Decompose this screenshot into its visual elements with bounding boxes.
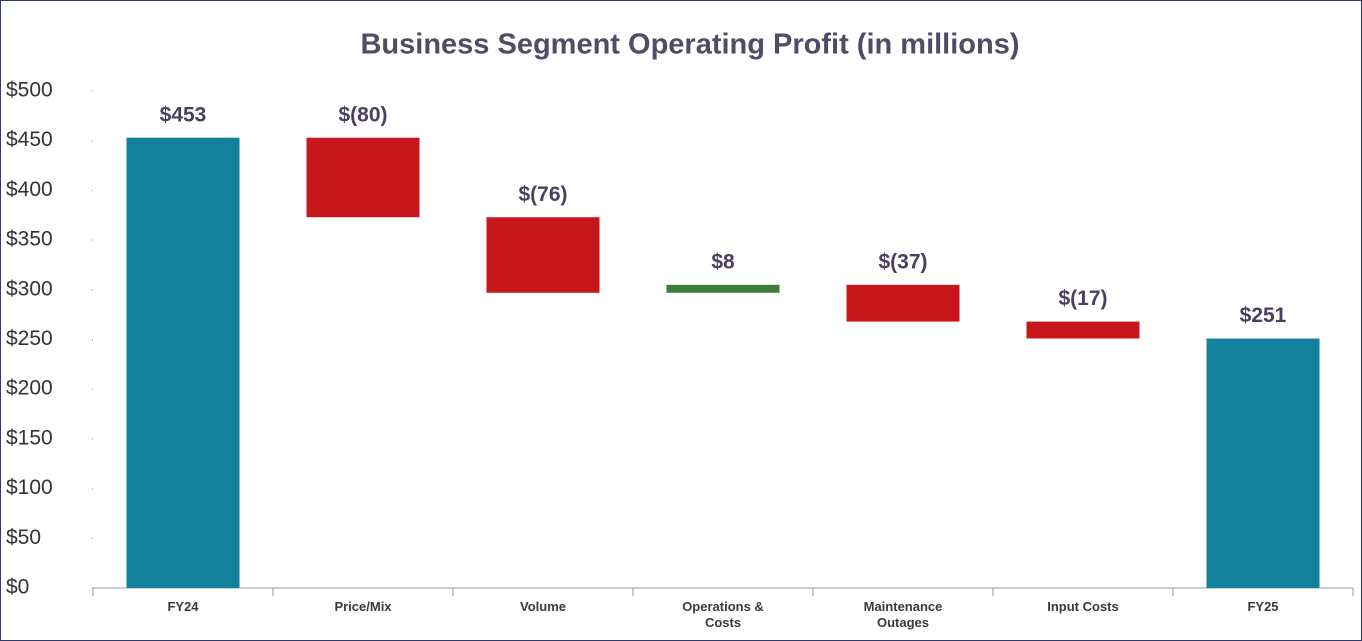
y-tick-label: $400 bbox=[6, 178, 53, 201]
y-tick-label: $0 bbox=[6, 576, 29, 599]
value-label: $8 bbox=[711, 250, 735, 273]
y-tick-label: $250 bbox=[6, 327, 53, 350]
value-label: $(80) bbox=[338, 103, 387, 126]
bar bbox=[126, 137, 240, 588]
bar bbox=[486, 217, 600, 293]
bar bbox=[1026, 321, 1140, 339]
x-tick-label: FY24 bbox=[167, 599, 199, 614]
x-tick-label: FY25 bbox=[1247, 599, 1279, 614]
x-tick-label: Price/Mix bbox=[334, 599, 392, 614]
y-tick-label: $450 bbox=[6, 128, 53, 151]
bar bbox=[1206, 338, 1320, 588]
x-tick-label: Maintenance Outages bbox=[863, 599, 943, 630]
y-tick-label: $500 bbox=[6, 79, 53, 102]
y-tick-label: $200 bbox=[6, 377, 53, 400]
bar bbox=[306, 137, 420, 218]
value-label: $(17) bbox=[1058, 287, 1107, 310]
x-tick-label: Operations & Costs bbox=[682, 599, 764, 630]
x-tick-label: Volume bbox=[520, 599, 566, 614]
y-tick-label: $300 bbox=[6, 277, 53, 300]
bar bbox=[666, 284, 780, 293]
value-label: $(37) bbox=[878, 250, 927, 273]
value-label: $(76) bbox=[518, 183, 567, 206]
y-tick-label: $350 bbox=[6, 228, 53, 251]
y-tick-label: $100 bbox=[6, 476, 53, 499]
x-tick-label: Input Costs bbox=[1047, 599, 1119, 614]
y-tick-label: $150 bbox=[6, 426, 53, 449]
value-label: $251 bbox=[1240, 304, 1287, 327]
y-tick-label: $50 bbox=[6, 526, 41, 549]
value-label: $453 bbox=[160, 103, 207, 126]
chart-title: Business Segment Operating Profit (in mi… bbox=[360, 29, 1019, 61]
bar bbox=[846, 284, 960, 322]
